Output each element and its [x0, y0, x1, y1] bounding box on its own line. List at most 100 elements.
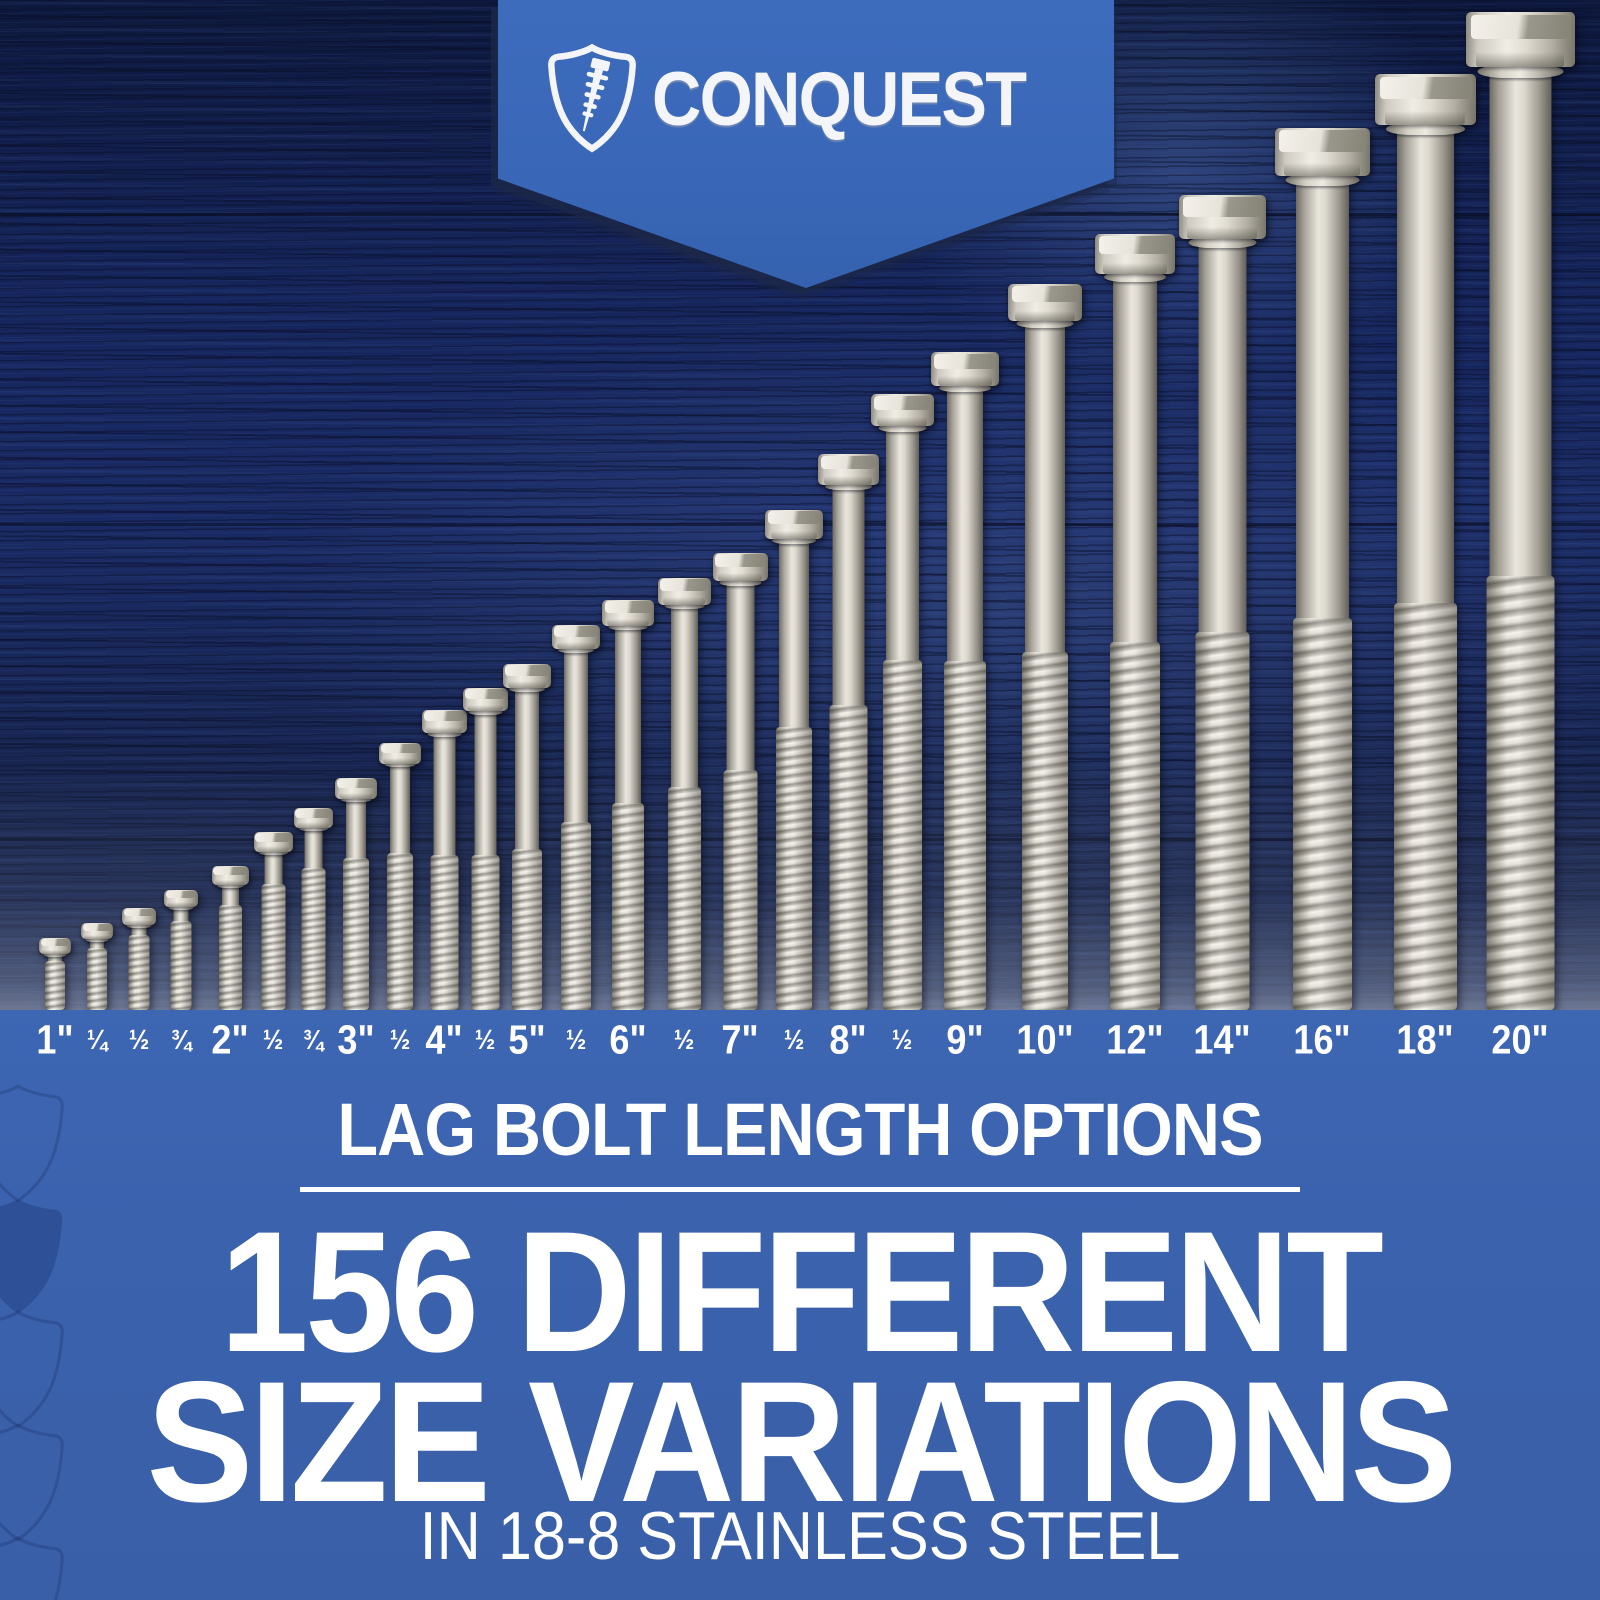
- bolt-length-label: ½: [389, 1024, 411, 1055]
- bolt-head: [1095, 234, 1175, 274]
- bolt-6.5in: [657, 578, 711, 1010]
- bolt-4in: [421, 710, 467, 1010]
- headline-line2: SIZE VARIATIONS: [146, 1346, 1458, 1538]
- bolt-threads: [944, 661, 986, 1010]
- bolt-threads: [1292, 618, 1352, 1010]
- bolt-7.5in: [765, 510, 823, 1010]
- bolt-head: [164, 890, 198, 907]
- bolt-head: [1008, 284, 1082, 321]
- bolt-collar: [468, 709, 502, 715]
- bolt-length-label: 9": [946, 1016, 984, 1063]
- headline-line1: 156 DIFFERENT: [219, 1196, 1384, 1388]
- bolt-collar: [1385, 123, 1465, 135]
- bolt-8.5in: [870, 394, 934, 1010]
- brand-banner: CONQUEST: [498, 0, 1114, 288]
- bolt-collar: [43, 952, 67, 957]
- info-panel: 1" ¼ ½ ¾ 2" ½ ¾ 3" ½ 4" ½ 5" ½ 6" ½ 7" ½ 8" ½ 9" 10" 12" 14" 16…: [0, 1010, 1600, 1600]
- bolt-head: [870, 394, 934, 427]
- bolt-collar: [558, 647, 594, 653]
- bolt-2.75in: [293, 808, 333, 1010]
- title-divider: [300, 1187, 1300, 1192]
- bolt-length-label: 20": [1491, 1016, 1549, 1063]
- bolt-collar: [340, 797, 372, 802]
- bolt-length-label: ½: [474, 1024, 496, 1055]
- bolt-length-label: 3": [337, 1016, 375, 1063]
- shield-watermark-icon: [0, 1084, 64, 1203]
- screw-glyph: [582, 57, 610, 132]
- bolt-length-label: ¾: [302, 1024, 324, 1055]
- bolt-6in: [602, 600, 654, 1010]
- bolt-threads: [1486, 576, 1554, 1010]
- bolt-length-label: ½: [262, 1024, 284, 1055]
- bolt-threads: [87, 948, 107, 1010]
- length-labels-row: 1" ¼ ½ ¾ 2" ½ ¾ 3" ½ 4" ½ 5" ½ 6" ½ 7" ½ 8" ½ 9" 10" 12" 14" 16…: [0, 1010, 1600, 1070]
- bolt-threads: [1022, 652, 1068, 1010]
- bolt-threads: [723, 770, 757, 1010]
- bolt-length-label: 14": [1193, 1016, 1251, 1063]
- bolt-head: [765, 510, 823, 539]
- bolt-head: [552, 625, 600, 649]
- bolt-collar: [126, 923, 152, 928]
- bolt-threads: [1393, 603, 1457, 1010]
- panel-title: LAG BOLT LENGTH OPTIONS: [337, 1088, 1263, 1171]
- bolt-length-label: 7": [721, 1016, 759, 1063]
- bolt-7in: [712, 553, 768, 1010]
- bolt-length-label: ½: [128, 1024, 150, 1055]
- bolt-length-label: 1": [36, 1016, 74, 1063]
- bolt-length-label: 10": [1016, 1016, 1074, 1063]
- bolt-9in: [931, 352, 999, 1010]
- bolt-collar: [1188, 237, 1256, 248]
- bolt-head: [602, 600, 654, 627]
- bolt-threads: [776, 727, 812, 1010]
- bolt-head: [1374, 74, 1476, 125]
- bolt-length-label: ½: [565, 1024, 587, 1055]
- bolt-length-label: 2": [211, 1016, 249, 1063]
- shield-screw-icon: [547, 44, 636, 153]
- bolt-head: [39, 938, 71, 954]
- bolt-head: [462, 688, 508, 711]
- bolt-length-label: 18": [1396, 1016, 1454, 1063]
- bolt-threads: [218, 905, 242, 1010]
- bolt-8in: [817, 454, 879, 1010]
- bolt-head: [379, 743, 421, 764]
- bolt-collar: [772, 537, 816, 544]
- bolt-5.5in: [552, 625, 600, 1010]
- bolt-threads: [512, 849, 542, 1010]
- bolt-threads: [667, 787, 701, 1010]
- bolt-head: [712, 553, 768, 582]
- bolt-head: [1178, 195, 1266, 239]
- bolt-threads: [343, 858, 369, 1010]
- bolt-length-label: ¾: [170, 1024, 192, 1055]
- headline-subline: IN 18-8 STAINLESS STEEL: [419, 1498, 1181, 1574]
- bolt-collar: [939, 384, 991, 392]
- bolt-threads: [1110, 642, 1160, 1010]
- bolt-collar: [85, 937, 109, 942]
- bolt-length-label: ½: [783, 1024, 805, 1055]
- bolt-collar: [258, 850, 288, 855]
- bolt-14in: [1178, 195, 1266, 1010]
- bolt-threads: [471, 855, 499, 1010]
- brand-logo: CONQUEST: [546, 44, 1067, 154]
- bolt-threads: [45, 961, 65, 1010]
- bolt-threads: [829, 705, 867, 1010]
- bolt-threads: [261, 884, 285, 1010]
- bolt-head: [421, 710, 467, 733]
- bolt-head: [211, 866, 249, 885]
- bolt-5in: [503, 664, 551, 1010]
- bolt-length-label: ½: [891, 1024, 913, 1055]
- bolt-length-label: 8": [829, 1016, 867, 1063]
- bolt-threads: [301, 868, 325, 1010]
- bolt-length-label: 16": [1293, 1016, 1351, 1063]
- bolt-threads: [128, 935, 150, 1010]
- bolt-head: [293, 808, 333, 828]
- bolt-length-label: 4": [425, 1016, 463, 1063]
- bolt-collar: [878, 424, 926, 432]
- bolt-length-label: 12": [1106, 1016, 1164, 1063]
- bolt-head: [81, 923, 113, 939]
- bolt-2in: [211, 866, 249, 1010]
- bolt-head: [657, 578, 711, 605]
- bolt-1.75in: [164, 890, 198, 1010]
- bolt-length-label: ½: [673, 1024, 695, 1055]
- bolt-head: [253, 832, 293, 852]
- bolt-collar: [1477, 65, 1563, 78]
